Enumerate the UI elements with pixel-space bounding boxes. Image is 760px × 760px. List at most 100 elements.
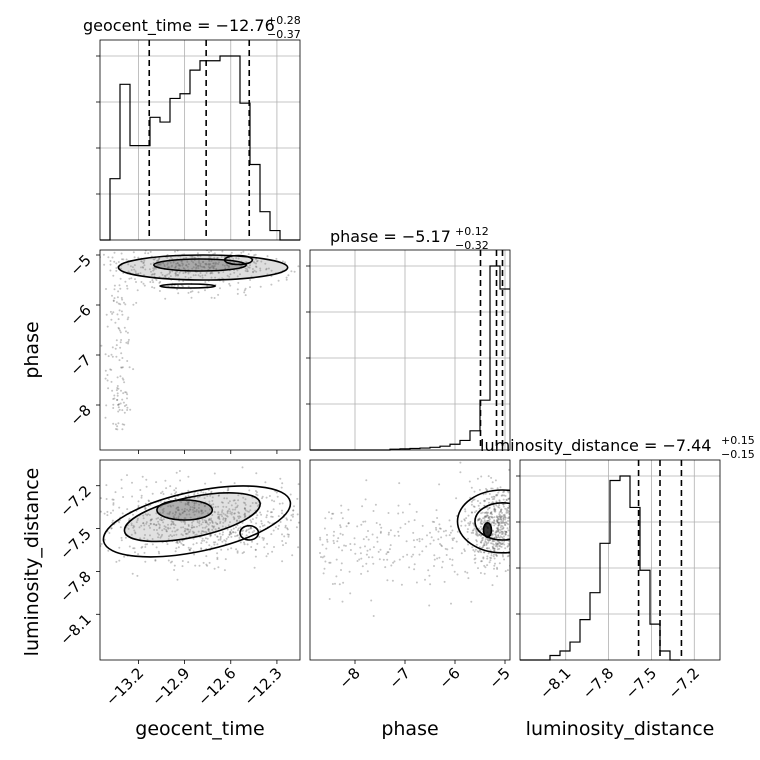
sample-point [236, 519, 238, 522]
sample-point [14, 518, 16, 520]
sample-point [390, 564, 393, 567]
sample-point [152, 267, 155, 270]
sample-point [142, 522, 145, 525]
sample-point [493, 520, 496, 523]
sample-point [455, 540, 458, 543]
sample-point [472, 499, 474, 502]
sample-point [185, 528, 188, 531]
sample-point [126, 397, 128, 400]
sample-point [302, 522, 304, 524]
sample-point [155, 524, 158, 527]
sample-point [263, 546, 266, 549]
sample-point [253, 261, 256, 264]
sample-point [198, 511, 200, 514]
sample-point [460, 520, 463, 523]
sample-point [200, 532, 203, 535]
sample-point [243, 543, 246, 546]
sample-point [322, 572, 325, 575]
sample-point [413, 546, 416, 548]
sample-point [488, 498, 491, 500]
sample-point [505, 510, 508, 512]
sample-point [270, 283, 273, 286]
sample-point [243, 516, 246, 519]
sample-point [214, 541, 217, 544]
sample-point [367, 530, 369, 532]
sample-point [133, 264, 136, 267]
sample-point [221, 250, 224, 253]
sample-point [224, 517, 227, 520]
sample-point [110, 527, 113, 530]
sample-point [175, 262, 178, 265]
sample-point [476, 550, 479, 553]
sample-point [174, 492, 176, 495]
sample-point [179, 265, 181, 267]
sample-point [175, 487, 177, 490]
sample-point [349, 543, 352, 545]
sample-point [502, 505, 505, 508]
sample-point [472, 522, 475, 525]
sample-point [425, 545, 428, 548]
sample-point [329, 561, 332, 564]
sample-point [397, 504, 400, 507]
sample-point [498, 540, 500, 543]
sample-point [285, 278, 288, 281]
sample-point [184, 529, 187, 532]
sample-point [208, 255, 211, 258]
sample-point [127, 270, 130, 273]
sample-point [493, 549, 496, 552]
sample-point [490, 496, 493, 499]
sample-point [209, 494, 212, 497]
sample-point [180, 533, 183, 536]
sample-point [151, 286, 154, 289]
sample-point [482, 536, 485, 539]
sample-point [511, 530, 513, 532]
sample-point [133, 268, 136, 271]
sample-point [374, 503, 377, 506]
sample-point [185, 533, 188, 535]
sample-point [141, 475, 144, 478]
sample-point [122, 378, 125, 381]
sample-point [195, 510, 198, 513]
sample-point [215, 262, 218, 265]
sample-point [162, 521, 165, 524]
sample-point [130, 277, 133, 280]
sample-point [121, 258, 123, 261]
sample-point [518, 519, 520, 521]
sample-point [456, 573, 459, 576]
sample-point [204, 521, 207, 524]
sample-point [503, 494, 505, 497]
sample-point [126, 284, 128, 287]
sample-point [231, 531, 234, 534]
sample-point [249, 527, 252, 530]
sample-point [148, 500, 150, 503]
sample-point [113, 284, 116, 287]
sample-point [93, 273, 95, 275]
sample-point [181, 262, 184, 265]
sample-point [207, 528, 210, 531]
sample-point [177, 506, 180, 509]
sample-point [478, 517, 481, 520]
sample-point [214, 276, 217, 279]
sample-point [504, 533, 507, 536]
sample-point [169, 485, 172, 488]
sample-point [501, 536, 503, 539]
sample-point [221, 533, 224, 536]
sample-point [227, 509, 230, 512]
sample-point [187, 263, 190, 266]
sample-point [448, 534, 451, 537]
sample-point [236, 551, 239, 554]
sample-point [151, 492, 154, 495]
sample-point [277, 279, 280, 282]
sample-point [211, 525, 214, 527]
sample-point [521, 536, 523, 538]
sample-point [339, 526, 342, 529]
sample-point [214, 521, 217, 524]
sample-point [208, 500, 211, 503]
sample-point [244, 267, 247, 270]
sample-point [230, 513, 233, 516]
hist-panel-phase [306, 249, 511, 451]
sample-point [502, 517, 505, 520]
sample-point [236, 534, 239, 537]
sample-point [180, 526, 183, 529]
sample-point [210, 276, 213, 279]
